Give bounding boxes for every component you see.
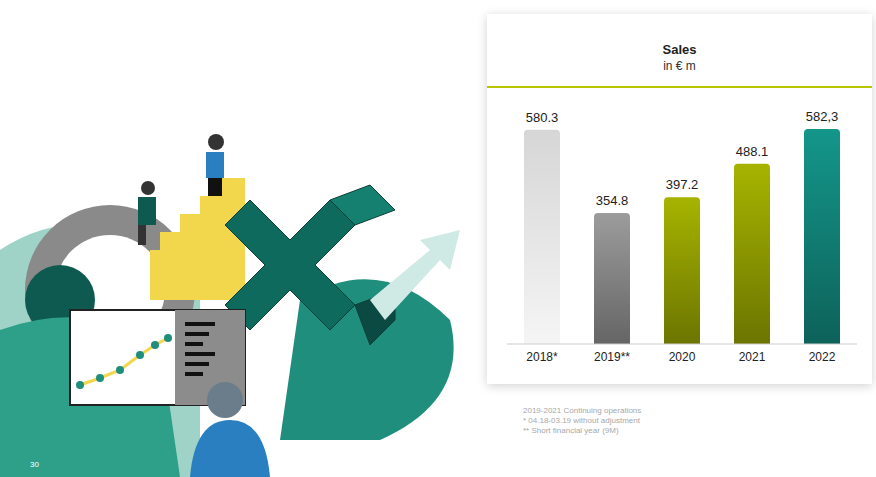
svg-text:488.1: 488.1 xyxy=(736,144,769,159)
html-text:** Short financial year (9M): ** Short financial year (9M) xyxy=(523,426,619,435)
html-text:Sales: Sales xyxy=(662,42,697,57)
svg-text:580.3: 580.3 xyxy=(526,110,559,125)
svg-text:354.8: 354.8 xyxy=(596,193,629,208)
svg-text:2018*: 2018* xyxy=(526,350,558,364)
svg-text:582,3: 582,3 xyxy=(806,109,839,124)
svg-text:30: 30 xyxy=(30,460,39,469)
svg-text:2019**: 2019** xyxy=(594,350,630,364)
html-text:in € m: in € m xyxy=(663,59,696,73)
svg-text:2022: 2022 xyxy=(809,350,836,364)
svg-text:2020: 2020 xyxy=(669,350,696,364)
svg-text:2021: 2021 xyxy=(739,350,766,364)
svg-text:397.2: 397.2 xyxy=(666,177,699,192)
html-text:* 04.18-03.19 without adjustme: * 04.18-03.19 without adjustment xyxy=(523,416,640,425)
html-text:2019-2021 Continuing operation: 2019-2021 Continuing operations xyxy=(523,406,642,415)
